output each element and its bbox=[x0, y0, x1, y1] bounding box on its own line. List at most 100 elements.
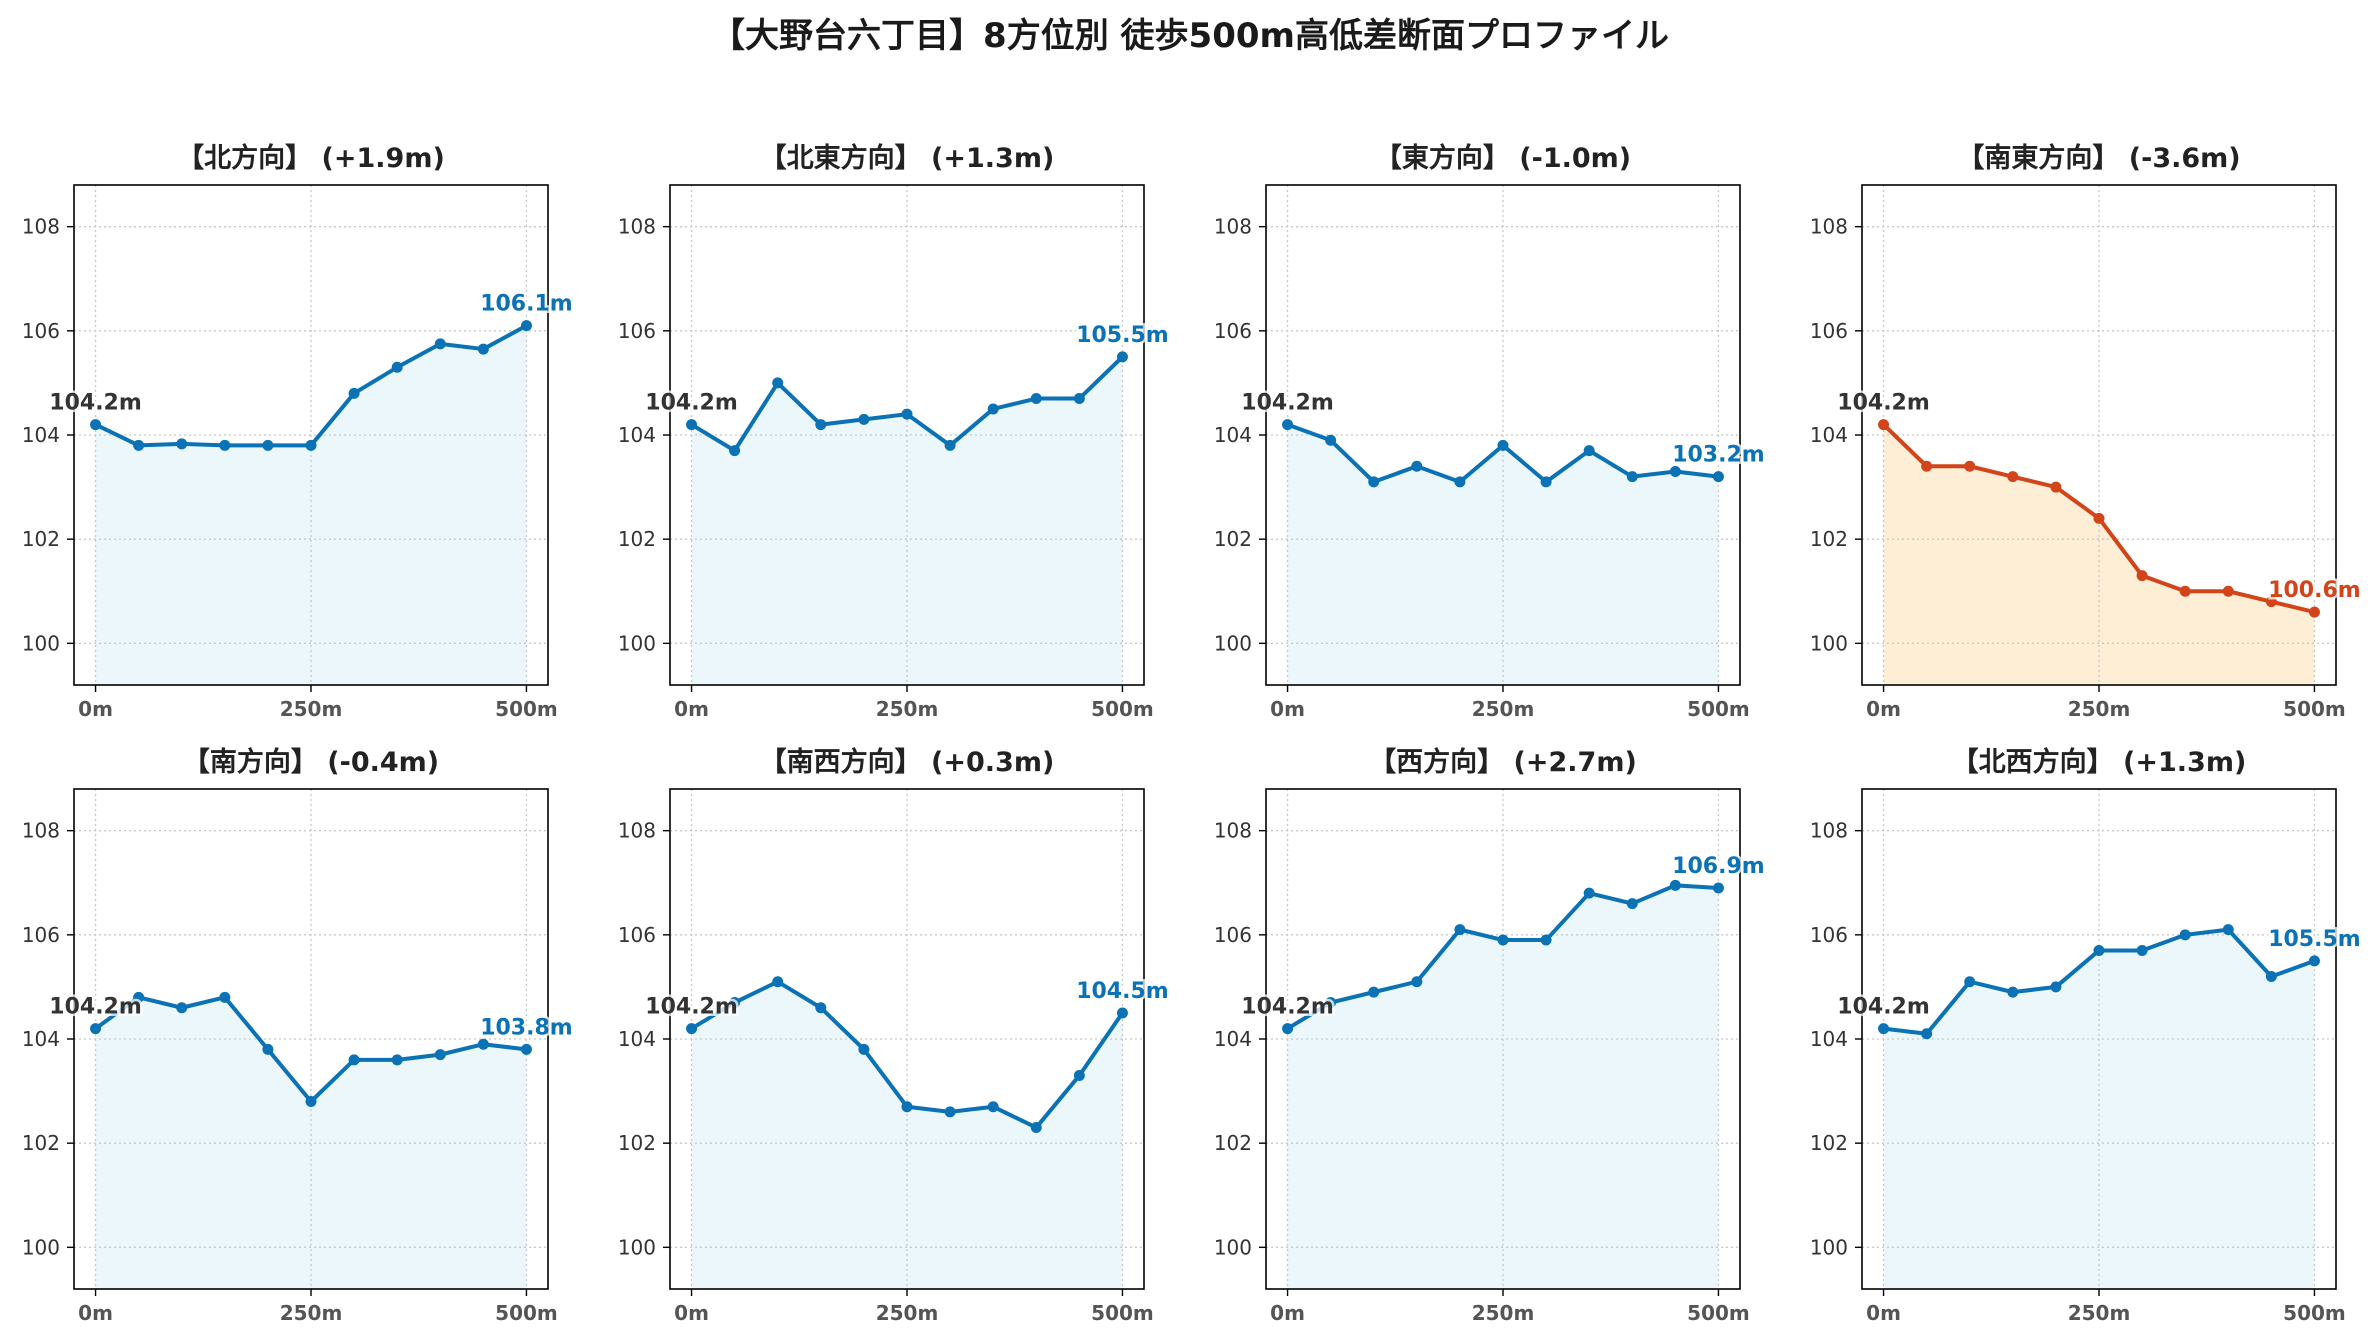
subplot-6: 0m 250m 500m 100 102 104 106 108 【南西方向】 (+0.3m) 1… bbox=[618, 746, 1171, 1325]
x-tick-label: 0m bbox=[674, 697, 709, 721]
subplot-8: 0m 250m 500m 100 102 104 106 108 【北西方向】 (+1.3m) 1… bbox=[1810, 746, 2363, 1325]
y-tick-label: 108 bbox=[22, 819, 60, 843]
data-point bbox=[901, 1101, 913, 1113]
data-point bbox=[176, 438, 188, 450]
data-point bbox=[2093, 512, 2105, 524]
x-tick-label: 0m bbox=[78, 1301, 113, 1325]
y-tick-label: 102 bbox=[1214, 527, 1252, 551]
data-point bbox=[477, 343, 489, 355]
y-tick-label: 100 bbox=[1214, 631, 1252, 655]
end-value-label: 106.9m bbox=[1672, 854, 1765, 879]
data-point bbox=[1497, 934, 1509, 946]
data-point bbox=[219, 439, 231, 451]
subplot-title: 【北東方向】 (+1.3m) bbox=[760, 142, 1055, 174]
subplot-4: 0m 250m 500m 100 102 104 106 108 【南東方向】 (-3.6m) 1… bbox=[1810, 142, 2363, 721]
y-tick-label: 108 bbox=[618, 215, 656, 239]
data-point bbox=[1921, 1028, 1933, 1040]
data-point bbox=[686, 419, 698, 431]
x-tick-label: 500m bbox=[1091, 1301, 1154, 1325]
data-point bbox=[1878, 419, 1890, 431]
y-tick-label: 102 bbox=[618, 527, 656, 551]
y-tick-label: 104 bbox=[1810, 1027, 1848, 1051]
y-tick-label: 104 bbox=[22, 1027, 60, 1051]
subplot-title: 【南東方向】 (-3.6m) bbox=[1957, 142, 2240, 174]
subplot-3: 0m 250m 500m 100 102 104 106 108 【東方向】 (-1.0m) 10… bbox=[1214, 142, 1767, 721]
x-tick-label: 500m bbox=[1687, 697, 1750, 721]
y-tick-label: 108 bbox=[618, 819, 656, 843]
x-tick-label: 0m bbox=[674, 1301, 709, 1325]
data-point bbox=[1497, 439, 1509, 451]
data-point bbox=[1583, 445, 1595, 457]
y-tick-label: 108 bbox=[22, 215, 60, 239]
subplot-2: 0m 250m 500m 100 102 104 106 108 【北東方向】 (+1.3m) 1… bbox=[618, 142, 1171, 721]
y-tick-label: 106 bbox=[1810, 923, 1848, 947]
data-point bbox=[1073, 393, 1085, 405]
data-point bbox=[1116, 351, 1128, 363]
x-tick-label: 0m bbox=[1866, 1301, 1901, 1325]
data-point bbox=[2093, 944, 2105, 956]
data-point bbox=[1325, 997, 1337, 1009]
data-point bbox=[348, 1054, 360, 1066]
x-tick-label: 500m bbox=[495, 1301, 558, 1325]
y-tick-label: 100 bbox=[1810, 1235, 1848, 1259]
start-value-label: 104.2m bbox=[1837, 391, 1930, 416]
y-tick-label: 106 bbox=[22, 923, 60, 947]
data-point bbox=[1030, 1122, 1042, 1134]
y-tick-label: 100 bbox=[1214, 1235, 1252, 1259]
subplot-title: 【北方向】 (+1.9m) bbox=[177, 142, 445, 174]
y-tick-label: 104 bbox=[1810, 423, 1848, 447]
y-tick-label: 102 bbox=[22, 1131, 60, 1155]
data-point bbox=[2050, 981, 2062, 993]
data-point bbox=[1540, 934, 1552, 946]
subplot-7: 0m 250m 500m 100 102 104 106 108 【西方向】 (+2.7m) 10… bbox=[1214, 746, 1767, 1325]
data-point bbox=[391, 1054, 403, 1066]
x-tick-label: 250m bbox=[2068, 697, 2131, 721]
data-point bbox=[133, 439, 145, 451]
x-tick-label: 0m bbox=[1270, 697, 1305, 721]
data-point bbox=[1411, 460, 1423, 472]
data-point bbox=[2050, 481, 2062, 493]
area-fill bbox=[1287, 424, 1719, 685]
data-point bbox=[2308, 955, 2320, 967]
data-point bbox=[348, 387, 360, 399]
data-point bbox=[2136, 944, 2148, 956]
x-tick-label: 500m bbox=[495, 697, 558, 721]
y-tick-label: 106 bbox=[1214, 923, 1252, 947]
data-point bbox=[520, 1043, 532, 1055]
data-point bbox=[434, 338, 446, 350]
x-tick-label: 250m bbox=[280, 697, 343, 721]
end-value-label: 104.5m bbox=[1076, 979, 1169, 1004]
y-tick-label: 100 bbox=[22, 631, 60, 655]
data-point bbox=[305, 1096, 317, 1107]
data-point bbox=[2179, 585, 2191, 597]
data-point bbox=[262, 1043, 274, 1055]
y-tick-label: 100 bbox=[618, 631, 656, 655]
data-point bbox=[1282, 419, 1294, 431]
subplot-title: 【東方向】 (-1.0m) bbox=[1375, 142, 1631, 174]
start-value-label: 104.2m bbox=[645, 995, 738, 1020]
data-point bbox=[305, 439, 317, 451]
data-point bbox=[987, 1101, 999, 1113]
data-point bbox=[686, 1023, 698, 1035]
y-tick-label: 100 bbox=[22, 1235, 60, 1259]
data-point bbox=[1116, 1007, 1128, 1019]
data-point bbox=[1540, 476, 1552, 488]
x-tick-label: 250m bbox=[280, 1301, 343, 1325]
data-point bbox=[1878, 1023, 1890, 1035]
data-point bbox=[815, 1002, 827, 1014]
y-tick-label: 104 bbox=[618, 423, 656, 447]
data-point bbox=[772, 377, 784, 389]
data-point bbox=[944, 1106, 956, 1118]
start-value-label: 104.2m bbox=[1241, 391, 1334, 416]
y-tick-label: 108 bbox=[1214, 819, 1252, 843]
data-point bbox=[1712, 471, 1724, 483]
data-point bbox=[90, 1023, 102, 1035]
x-tick-label: 0m bbox=[1270, 1301, 1305, 1325]
y-tick-label: 106 bbox=[22, 319, 60, 343]
end-value-label: 106.1m bbox=[480, 292, 573, 317]
end-value-label: 103.2m bbox=[1672, 443, 1765, 468]
y-tick-label: 102 bbox=[22, 527, 60, 551]
data-point bbox=[2222, 585, 2234, 597]
